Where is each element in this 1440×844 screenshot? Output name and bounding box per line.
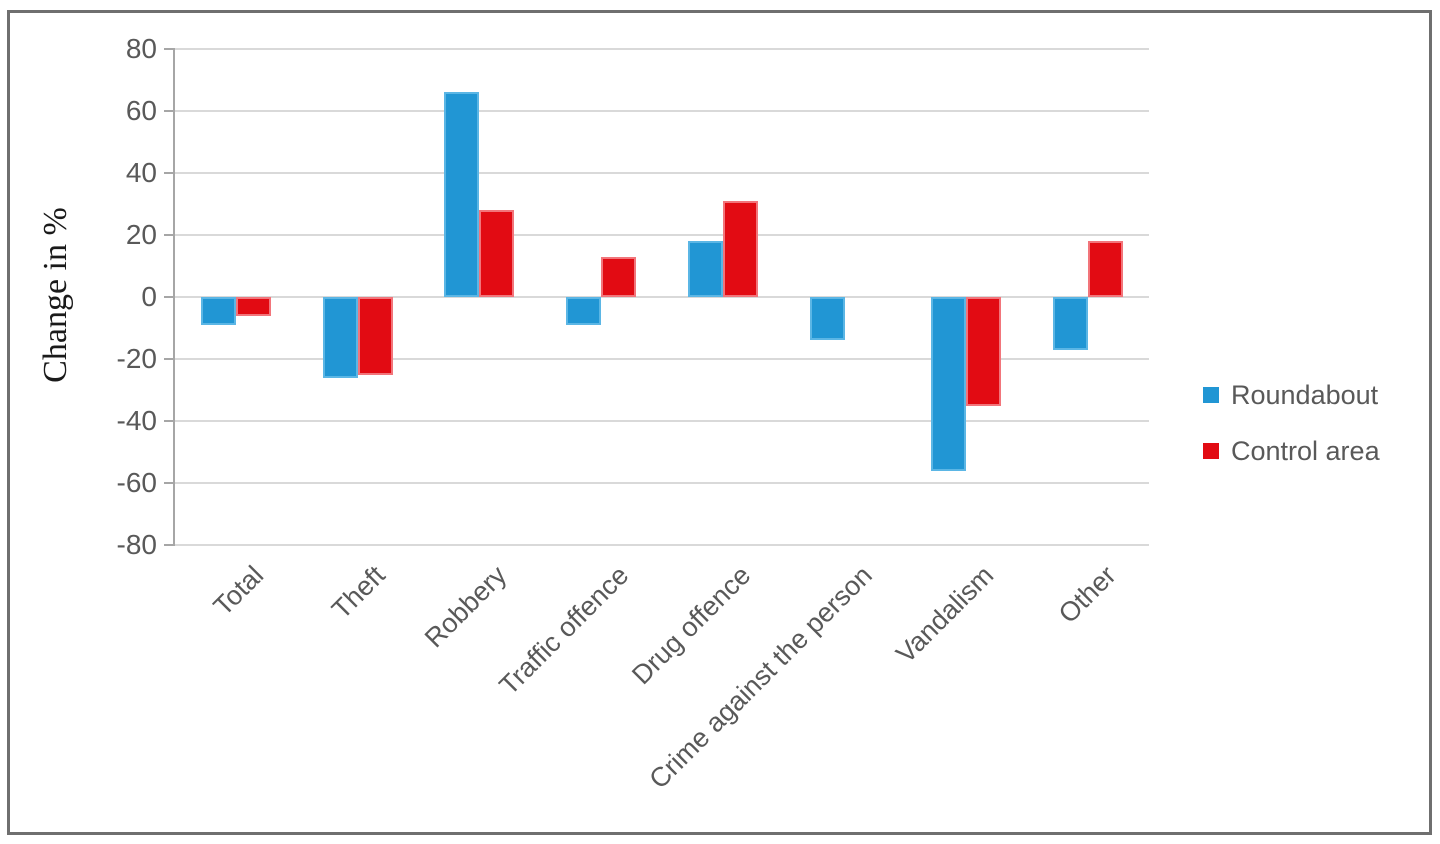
bar-roundabout-robbery xyxy=(444,92,480,297)
y-axis-tick-mark xyxy=(164,48,175,50)
bar-control-area-traffic-offence xyxy=(601,256,637,297)
bar-control-area-total xyxy=(235,297,271,316)
x-axis-category-label: Total xyxy=(207,560,270,622)
x-axis-category-label: Vandalism xyxy=(890,560,1000,669)
gridline xyxy=(175,544,1149,546)
legend-label: Control area xyxy=(1231,435,1380,466)
y-axis-tick-mark xyxy=(164,482,175,484)
y-axis-tick-mark xyxy=(164,544,175,546)
y-axis-tick-mark xyxy=(164,234,175,236)
x-axis-category-label: Crime against the person xyxy=(643,560,878,795)
chart-frame-border xyxy=(7,10,1432,835)
bar-roundabout-theft xyxy=(322,297,358,378)
bar-control-area-theft xyxy=(357,297,393,375)
gridline xyxy=(175,110,1149,112)
gridline xyxy=(175,234,1149,236)
y-axis-tick-label: -80 xyxy=(116,529,157,560)
x-axis-category-label: Drug offence xyxy=(625,560,757,691)
legend-item: Control area xyxy=(1203,436,1380,466)
bar-control-area-vandalism xyxy=(966,297,1002,406)
y-axis-tick-mark xyxy=(164,358,175,360)
y-axis-line xyxy=(173,49,175,545)
gridline xyxy=(175,358,1149,360)
y-axis-tick-label: 40 xyxy=(125,157,157,188)
y-axis-tick-mark xyxy=(164,420,175,422)
bar-roundabout-other xyxy=(1053,297,1089,350)
bar-control-area-other xyxy=(1088,241,1124,297)
y-axis-tick-mark xyxy=(164,172,175,174)
gridline xyxy=(175,296,1149,298)
y-axis-tick-label: 20 xyxy=(125,219,157,250)
gridline xyxy=(175,482,1149,484)
legend-label: Roundabout xyxy=(1231,379,1379,410)
bar-roundabout-total xyxy=(200,297,236,325)
gridline xyxy=(175,48,1149,50)
bar-control-area-drug-offence xyxy=(722,200,758,297)
bar-roundabout-vandalism xyxy=(931,297,967,471)
y-axis-tick-label: -40 xyxy=(116,405,157,436)
y-axis-tick-label: 80 xyxy=(125,33,157,64)
bar-roundabout-drug-offence xyxy=(687,241,723,297)
legend-item: Roundabout xyxy=(1203,380,1380,410)
bar-control-area-robbery xyxy=(479,210,515,297)
x-axis-category-label: Theft xyxy=(326,560,391,625)
y-axis-title: Change in % xyxy=(37,207,74,383)
y-axis-tick-mark xyxy=(164,110,175,112)
x-axis-category-label: Other xyxy=(1052,560,1122,629)
y-axis-tick-label: -60 xyxy=(116,467,157,498)
y-axis-tick-label: 0 xyxy=(141,281,157,312)
legend-swatch-icon xyxy=(1203,387,1219,403)
y-axis-tick-label: -20 xyxy=(116,343,157,374)
gridline xyxy=(175,420,1149,422)
x-axis-category-label: Robbery xyxy=(419,560,513,654)
legend-swatch-icon xyxy=(1203,443,1219,459)
x-axis-category-label: Traffic offence xyxy=(493,560,635,701)
y-axis-tick-label: 60 xyxy=(125,95,157,126)
y-axis-tick-mark xyxy=(164,296,175,298)
legend: Roundabout Control area xyxy=(1203,380,1380,466)
gridline xyxy=(175,172,1149,174)
bar-roundabout-traffic-offence xyxy=(566,297,602,325)
bar-roundabout-crime-against-the-person xyxy=(809,297,845,341)
